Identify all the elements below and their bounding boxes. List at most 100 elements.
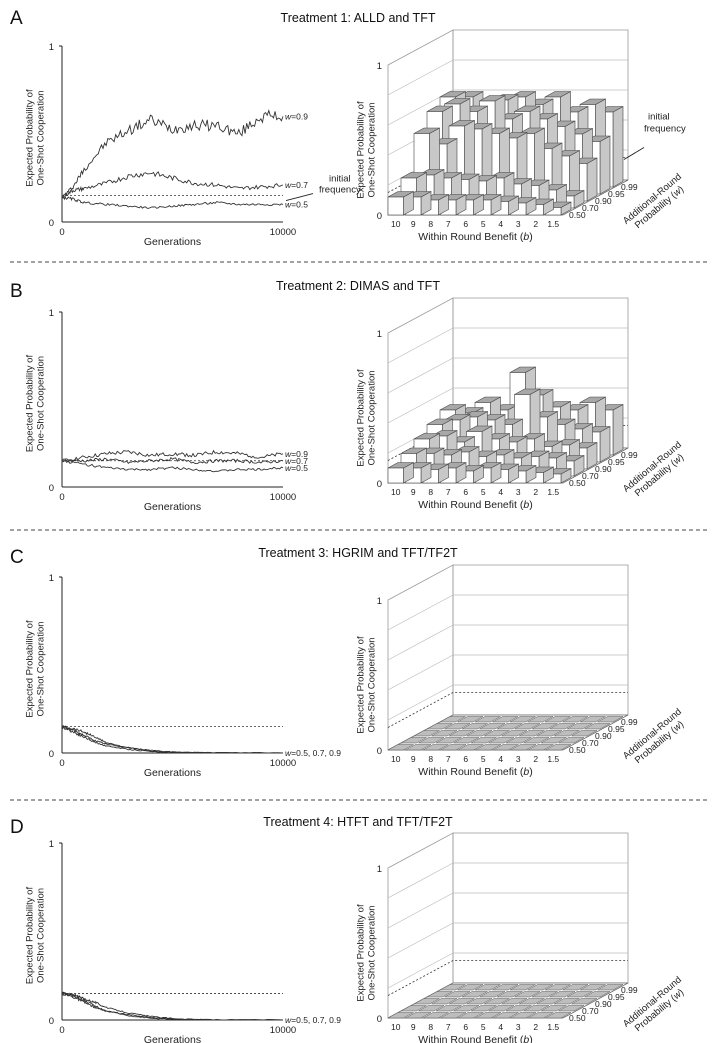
series-line [62,171,284,198]
z-tick-label: 1 [377,61,382,72]
x-axis-label: Within Round Benefit (b) [418,231,532,243]
depth-tick-label: 0.90 [595,999,612,1009]
series-line [61,109,284,199]
x-tick-label: 6 [463,1022,468,1032]
y-axis-label-line: Expected Probability of [25,620,36,718]
bar-tile [461,991,488,998]
bar-tile [418,1005,445,1012]
bar-tile [571,998,598,1005]
y-axis-label: Expected Probability of One-Shot Cooperat… [25,887,47,985]
z-tick-label: 1 [377,329,382,340]
bar-tile [518,998,545,1005]
bar-tile [426,991,453,998]
bar-tile [509,716,536,723]
initial-frequency-line [387,692,628,728]
bar-tile [584,723,611,730]
x-tick-label: 2 [533,754,538,764]
bar-tile [466,998,493,1005]
panel-letter: A [10,8,23,29]
x-axis-label: Within Round Benefit (b) [418,766,532,778]
bar-tile [496,723,523,730]
bar-side [586,157,598,202]
bar-tile [453,1005,480,1012]
x-tick-label: 0 [59,758,64,769]
x-axis-label: Generations [144,501,201,513]
bar-tile [479,991,506,998]
bar-side [612,105,624,188]
x-tick-label: 1.5 [547,487,559,497]
initial-frequency-pointer [285,193,314,202]
depth-tick-label: 0.95 [608,724,625,734]
x-tick-label: 9 [411,1022,416,1032]
bar-tile [501,998,528,1005]
initial-frequency-line [387,960,628,996]
panel-title: Treatment 3: HGRIM and TFT/TF2T [258,546,458,560]
z-axis-label-line: One-Shot Cooperation [367,637,378,732]
x-tick-label: 2 [533,1022,538,1032]
line-chart: 1 00 10000 Generations Expected Probability … [25,42,361,248]
bar-tile [431,730,458,737]
bar-tile [439,716,466,723]
x-tick-label: 10 [391,219,401,229]
bar-tile [501,730,528,737]
depth-tick-label: 0.95 [608,992,625,1002]
series-line [61,725,284,754]
bar-tile [562,984,589,991]
bar-tile [527,984,554,991]
z-axis-label: Expected Probability of One-Shot Cooperat… [356,636,378,734]
z-axis-label-line: Expected Probability of [356,101,367,199]
z-axis-label-line: Expected Probability of [356,904,367,1002]
depth-tick-label: 0.99 [621,985,638,995]
bar-tile [470,1005,497,1012]
z-tick-label: 1 [377,864,382,875]
bar-tile [540,737,567,744]
bar-tile [457,984,484,991]
z-axis-label-line: One-Shot Cooperation [367,905,378,1000]
z-axis-label-line: Expected Probability of [356,369,367,467]
bar-side [612,403,624,456]
bar-tile [435,737,462,744]
x-tick-label: 3 [516,1022,521,1032]
bar-tile [549,723,576,730]
bar-tile [527,716,554,723]
series-label: w=0.5, 0.7, 0.9 [285,1015,341,1025]
grid-line [387,357,454,394]
bar-tile [540,1005,567,1012]
bar-tile [475,1012,502,1019]
bar-tile [527,1012,554,1019]
z-tick-label: 0 [377,211,382,222]
bar-tile [418,737,445,744]
x-axis-label: Generations [144,767,201,779]
x-tick-label: 9 [411,487,416,497]
line-chart: 1 00 10000 Generations Expected Probability … [25,573,342,779]
bar-tile [553,998,580,1005]
depth-tick-label: 0.50 [569,478,586,488]
bar-tile [544,716,571,723]
x-tick-label: 10 [391,754,401,764]
bar-tile [518,730,545,737]
bar-tile [545,744,572,751]
grid-line [387,327,454,364]
y-tick-label: 0 [49,1016,54,1027]
bar-tile [483,998,510,1005]
bar-tile [444,723,471,730]
x-tick-label: 3 [516,754,521,764]
x-tick-label: 6 [463,219,468,229]
bar-tile [413,998,440,1005]
panel-letter: D [10,817,24,838]
x-tick-label: 7 [446,1022,451,1032]
bar-tile [536,998,563,1005]
series-line [61,460,284,473]
bar-tile [483,730,510,737]
series-line [61,725,283,754]
z-axis-label: Expected Probability of One-Shot Cooperat… [356,369,378,467]
bar-tile [509,984,536,991]
depth-tick-label: 0.70 [582,1006,599,1016]
x-tick-label: 10000 [270,227,296,238]
y-axis-label-line: Expected Probability of [25,355,36,453]
bar-tile [531,991,558,998]
initial-frequency-pointer [623,147,645,160]
bar-tile [444,991,471,998]
